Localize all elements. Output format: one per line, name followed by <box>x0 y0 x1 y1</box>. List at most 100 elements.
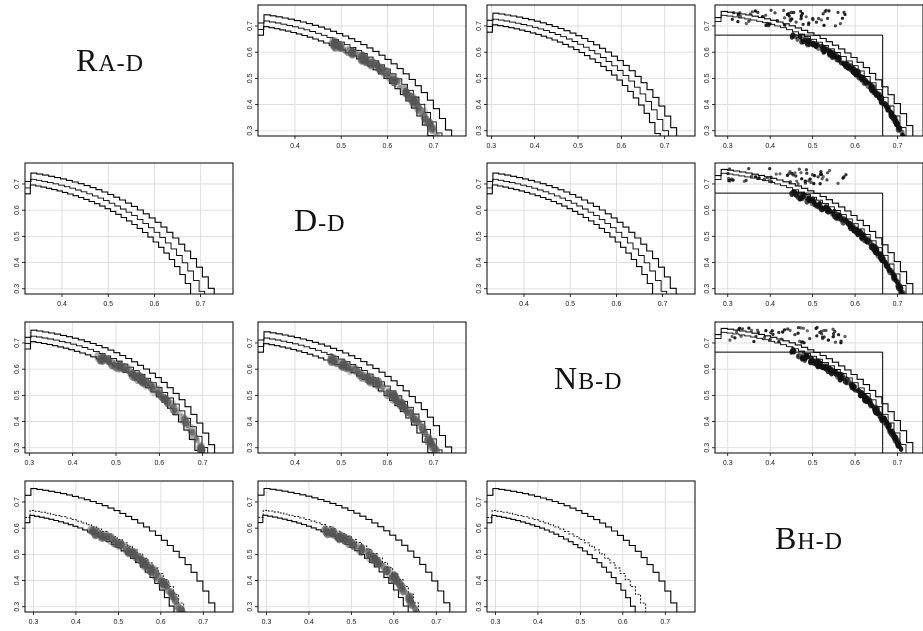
y-tick-label: 0.5 <box>14 390 21 400</box>
y-tick-label: 0.4 <box>476 100 483 110</box>
x-tick-label: 0.4 <box>290 143 300 150</box>
density-mark <box>904 462 909 469</box>
density-mark <box>340 533 349 545</box>
x-tick-label: 0.7 <box>660 619 670 626</box>
x-tick-label: 0.4 <box>533 619 543 626</box>
density-mark <box>374 560 380 567</box>
y-tick-label: 0.4 <box>704 258 711 268</box>
density-mark <box>185 626 193 631</box>
x-tick-label: 0.6 <box>383 460 393 467</box>
y-tick-label: 0.7 <box>14 338 21 348</box>
y-tick-label: 0.5 <box>14 549 21 559</box>
density-mark <box>799 9 803 13</box>
density-mark <box>783 328 787 332</box>
density-mark <box>791 190 796 195</box>
x-tick-label: 0.5 <box>565 301 575 308</box>
x-tick-label: 0.4 <box>765 460 775 467</box>
density-mark <box>899 446 904 453</box>
density-mark <box>910 320 915 327</box>
density-mark <box>841 216 847 222</box>
density-mark <box>882 258 886 264</box>
density-mark <box>394 397 400 404</box>
density-mark <box>383 389 392 400</box>
front-line <box>487 509 647 612</box>
density-mark <box>397 584 404 593</box>
density-mark <box>792 10 796 15</box>
density-mark <box>417 421 423 428</box>
density-mark <box>841 176 845 180</box>
density-mark <box>797 167 801 171</box>
front-line <box>715 327 914 453</box>
density-mark <box>823 48 828 53</box>
y-tick-label: 0.4 <box>704 417 711 427</box>
x-tick-label: 0.3 <box>723 143 733 150</box>
front-line <box>487 514 636 612</box>
y-tick-label: 0.7 <box>476 21 483 31</box>
density-mark <box>419 426 425 434</box>
density-mark <box>876 92 881 99</box>
y-tick-label: 0.5 <box>476 231 483 241</box>
density-mark <box>805 171 809 175</box>
density-mark <box>114 361 119 368</box>
density-mark <box>791 347 797 355</box>
density-mark <box>817 16 821 21</box>
density-mark <box>806 23 811 27</box>
density-mark <box>903 140 907 145</box>
density-mark <box>444 160 451 169</box>
density-mark <box>777 340 781 344</box>
density-mark <box>783 23 787 27</box>
density-mark <box>833 340 838 344</box>
density-mark <box>802 341 806 345</box>
y-tick-label: 0.7 <box>704 338 711 348</box>
density-mark <box>733 336 737 340</box>
density-mark <box>406 92 415 104</box>
density-mark <box>868 402 874 409</box>
density-mark <box>438 462 446 472</box>
x-tick-label: 0.5 <box>336 143 346 150</box>
density-mark <box>826 338 831 342</box>
density-mark <box>441 151 449 162</box>
density-mark <box>912 169 916 174</box>
density-mark <box>740 327 745 331</box>
density-mark <box>124 364 133 375</box>
x-tick-label: 0.5 <box>347 619 357 626</box>
density-mark <box>364 547 371 556</box>
density-mark <box>398 585 406 595</box>
front-line <box>487 172 677 294</box>
plot-area <box>25 172 215 294</box>
density-mark <box>767 24 771 28</box>
density-mark <box>440 148 445 155</box>
density-mark <box>796 331 800 335</box>
plot-area <box>715 167 915 327</box>
label-rest: H-D <box>797 529 843 555</box>
density-mark <box>748 12 752 16</box>
density-mark <box>844 173 848 177</box>
density-mark <box>113 362 121 372</box>
y-tick-label: 0.4 <box>247 417 254 427</box>
panel-frame <box>486 162 696 295</box>
density-mark <box>801 39 805 45</box>
density-mark <box>907 308 910 312</box>
density-mark <box>903 456 908 462</box>
density-mark <box>907 470 912 476</box>
density-mark <box>906 461 910 466</box>
density-mark <box>131 371 137 380</box>
density-mark <box>902 138 905 142</box>
density-mark <box>397 582 404 591</box>
density-mark <box>425 118 434 129</box>
density-mark <box>799 171 803 175</box>
density-mark <box>902 140 907 147</box>
density-mark <box>823 9 827 14</box>
y-tick-label: 0.6 <box>247 523 254 533</box>
y-tick-label: 0.6 <box>704 205 711 215</box>
density-mark <box>146 380 155 391</box>
density-mark <box>167 587 174 596</box>
density-mark <box>902 137 906 142</box>
density-mark <box>385 568 390 576</box>
density-mark <box>187 423 196 435</box>
density-mark <box>124 367 130 374</box>
density-mark <box>893 121 898 127</box>
panel-frame <box>486 480 696 613</box>
y-tick-label: 0.5 <box>704 231 711 241</box>
panel-p-0-1: 0.4 0.5 0.6 0.7 0.3 0.4 0.5 0.6 0.7 <box>247 4 467 169</box>
